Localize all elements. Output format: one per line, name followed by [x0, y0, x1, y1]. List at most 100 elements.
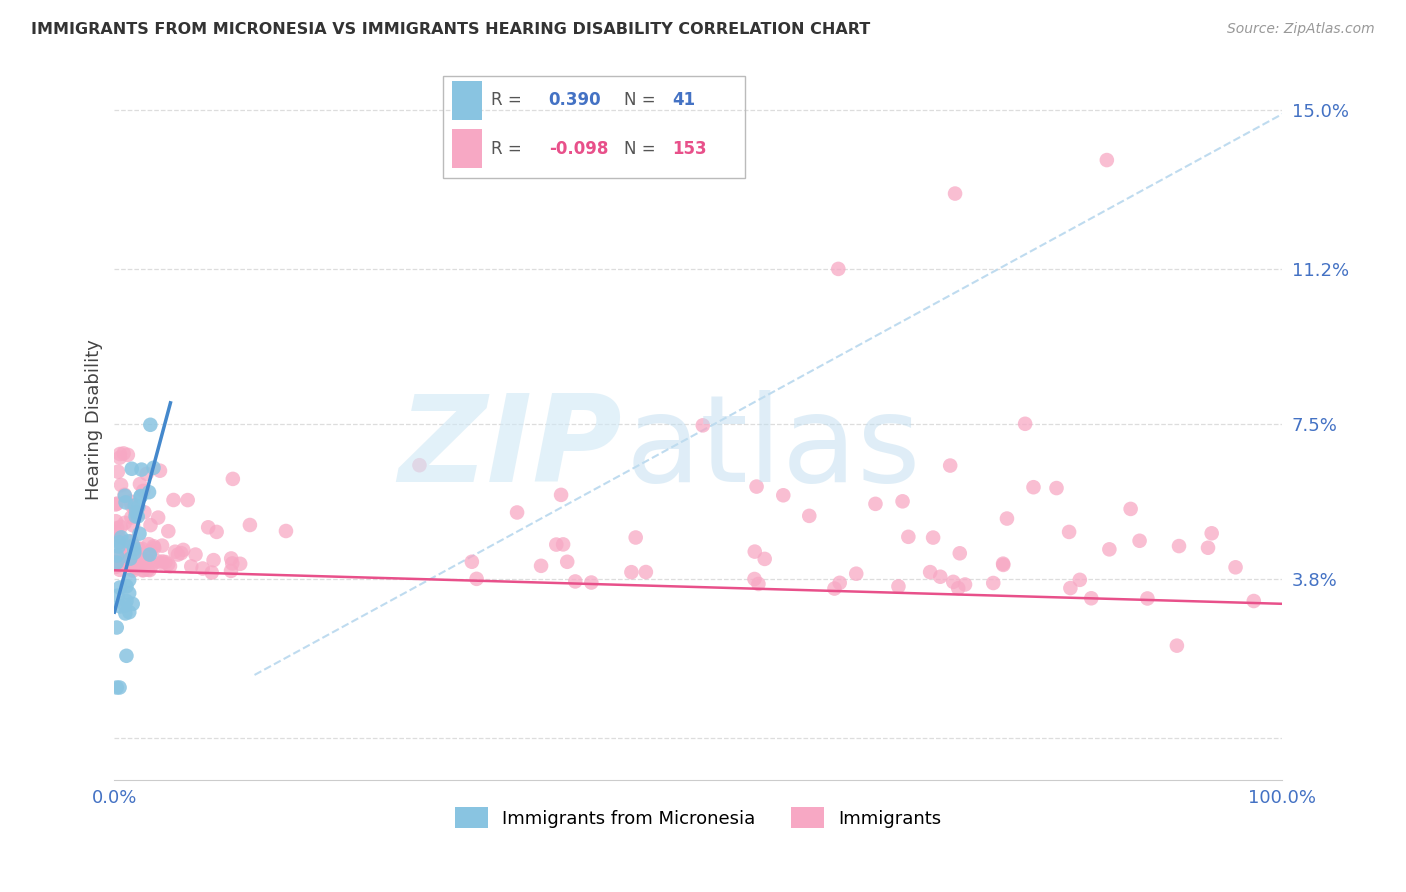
Point — [1057, 524, 1080, 539]
Point — [111, 540, 134, 554]
Point — [1014, 417, 1036, 431]
Point — [107, 558, 129, 573]
Point — [929, 570, 952, 584]
Point — [105, 556, 128, 570]
Point — [124, 560, 146, 574]
Text: atlas: atlas — [626, 390, 921, 507]
Point — [184, 548, 207, 562]
Point — [114, 599, 136, 613]
Point — [1201, 526, 1223, 541]
Point — [142, 539, 165, 553]
Point — [104, 533, 127, 547]
Point — [131, 541, 153, 556]
Point — [624, 531, 647, 545]
Point — [115, 579, 138, 593]
Text: 0.390: 0.390 — [548, 92, 602, 110]
Point — [131, 563, 153, 577]
Point — [110, 520, 132, 534]
Point — [125, 505, 148, 519]
Point — [120, 551, 142, 566]
Point — [221, 557, 243, 571]
Point — [274, 524, 297, 538]
Point — [953, 577, 976, 591]
Point — [134, 505, 156, 519]
Point — [122, 539, 145, 553]
Point — [136, 563, 159, 577]
Point — [115, 545, 138, 559]
Point — [922, 531, 945, 545]
Point — [1197, 541, 1219, 555]
Point — [105, 549, 128, 563]
Point — [127, 546, 149, 560]
Point — [201, 566, 224, 580]
Point — [114, 495, 136, 509]
Point — [891, 494, 914, 508]
Point — [239, 518, 262, 533]
Point — [122, 518, 145, 533]
Point — [170, 546, 193, 560]
Text: 153: 153 — [672, 140, 707, 158]
Point — [115, 648, 138, 663]
Point — [124, 509, 146, 524]
Point — [191, 561, 214, 575]
Point — [155, 555, 177, 569]
Point — [131, 554, 153, 568]
Point — [150, 539, 173, 553]
Point — [127, 500, 149, 514]
Point — [114, 488, 136, 502]
Point — [202, 553, 225, 567]
Point — [135, 467, 157, 481]
Point — [118, 557, 141, 571]
Point — [128, 558, 150, 573]
Point — [744, 544, 766, 558]
Point — [159, 559, 181, 574]
Point — [744, 572, 766, 586]
Point — [993, 558, 1015, 572]
Point — [1168, 539, 1191, 553]
Point — [530, 558, 553, 573]
Point — [555, 555, 578, 569]
Text: R =: R = — [491, 140, 527, 158]
Point — [108, 681, 131, 695]
Point — [110, 530, 132, 544]
Point — [107, 540, 129, 554]
Point — [135, 551, 157, 566]
Point — [129, 477, 152, 491]
Point — [1119, 502, 1142, 516]
Point — [139, 544, 162, 558]
Point — [128, 526, 150, 541]
Text: N =: N = — [624, 140, 661, 158]
Point — [827, 261, 849, 276]
Point — [105, 620, 128, 634]
Point — [845, 566, 868, 581]
Point — [152, 554, 174, 568]
Text: ZIP: ZIP — [398, 390, 623, 507]
Point — [865, 497, 887, 511]
Point — [149, 464, 172, 478]
Point — [581, 575, 603, 590]
Point — [108, 447, 131, 461]
Point — [108, 535, 131, 549]
Point — [110, 478, 132, 492]
Text: 41: 41 — [672, 92, 696, 110]
Point — [167, 548, 190, 562]
Point — [141, 559, 163, 574]
Point — [115, 594, 138, 608]
Point — [205, 524, 228, 539]
Point — [114, 554, 136, 568]
Point — [105, 555, 128, 569]
Point — [118, 605, 141, 619]
Point — [124, 499, 146, 513]
Point — [108, 531, 131, 545]
Point — [1098, 542, 1121, 557]
Point — [461, 555, 484, 569]
Point — [132, 483, 155, 498]
Point — [105, 681, 128, 695]
Point — [887, 579, 910, 593]
Point — [120, 498, 142, 512]
Point — [124, 561, 146, 575]
Point — [120, 510, 142, 524]
Point — [1045, 481, 1067, 495]
Point — [121, 597, 143, 611]
Point — [104, 498, 127, 512]
